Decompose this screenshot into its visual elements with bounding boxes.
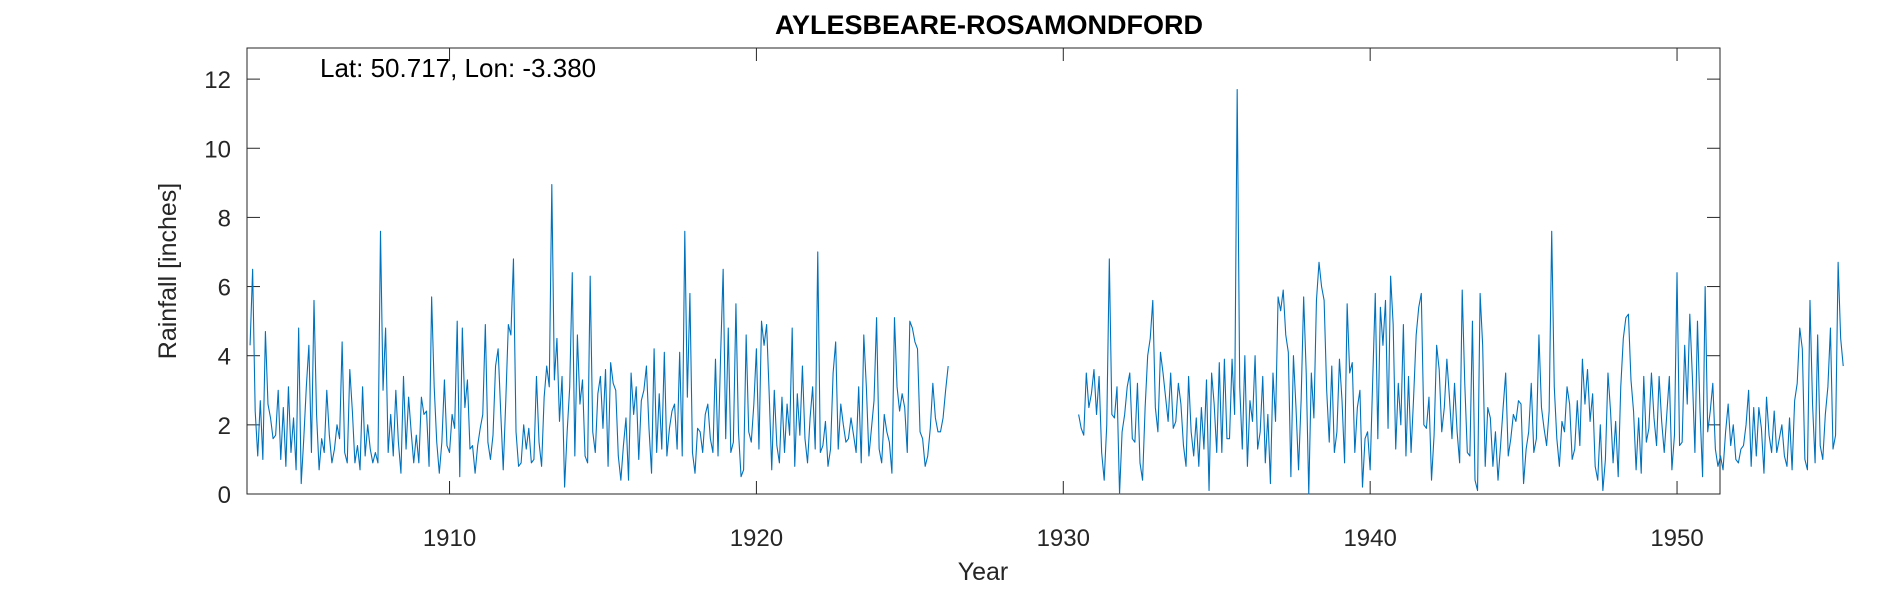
x-tick-label: 1930 [1037, 525, 1090, 552]
y-tick-label: 6 [218, 275, 231, 302]
y-tick-label: 8 [218, 205, 231, 232]
y-tick-label: 10 [204, 136, 231, 163]
x-tick-label: 1950 [1650, 525, 1703, 552]
y-tick-label: 2 [218, 413, 231, 440]
plot-area-frame [246, 47, 1721, 495]
y-axis-label: Rainfall [inches] [154, 183, 182, 359]
y-tick-label: 4 [218, 344, 231, 371]
y-tick-label: 0 [218, 482, 231, 509]
x-tick-label: 1910 [423, 525, 476, 552]
lat-lon-annotation: Lat: 50.717, Lon: -3.380 [320, 53, 596, 83]
y-axis: 0 2 4 6 8 10 12 [204, 67, 1720, 509]
x-axis-label: Year [958, 558, 1009, 586]
chart-title: AYLESBEARE-ROSAMONDFORD [775, 10, 1203, 40]
rainfall-series [249, 88, 1844, 495]
rainfall-line-segment [1078, 88, 1844, 495]
x-axis: 1910 1920 1930 1940 1950 [423, 48, 1704, 552]
x-tick-label: 1920 [730, 525, 783, 552]
rainfall-line-segment [249, 184, 949, 488]
y-tick-label: 12 [204, 67, 231, 94]
x-tick-label: 1940 [1343, 525, 1396, 552]
